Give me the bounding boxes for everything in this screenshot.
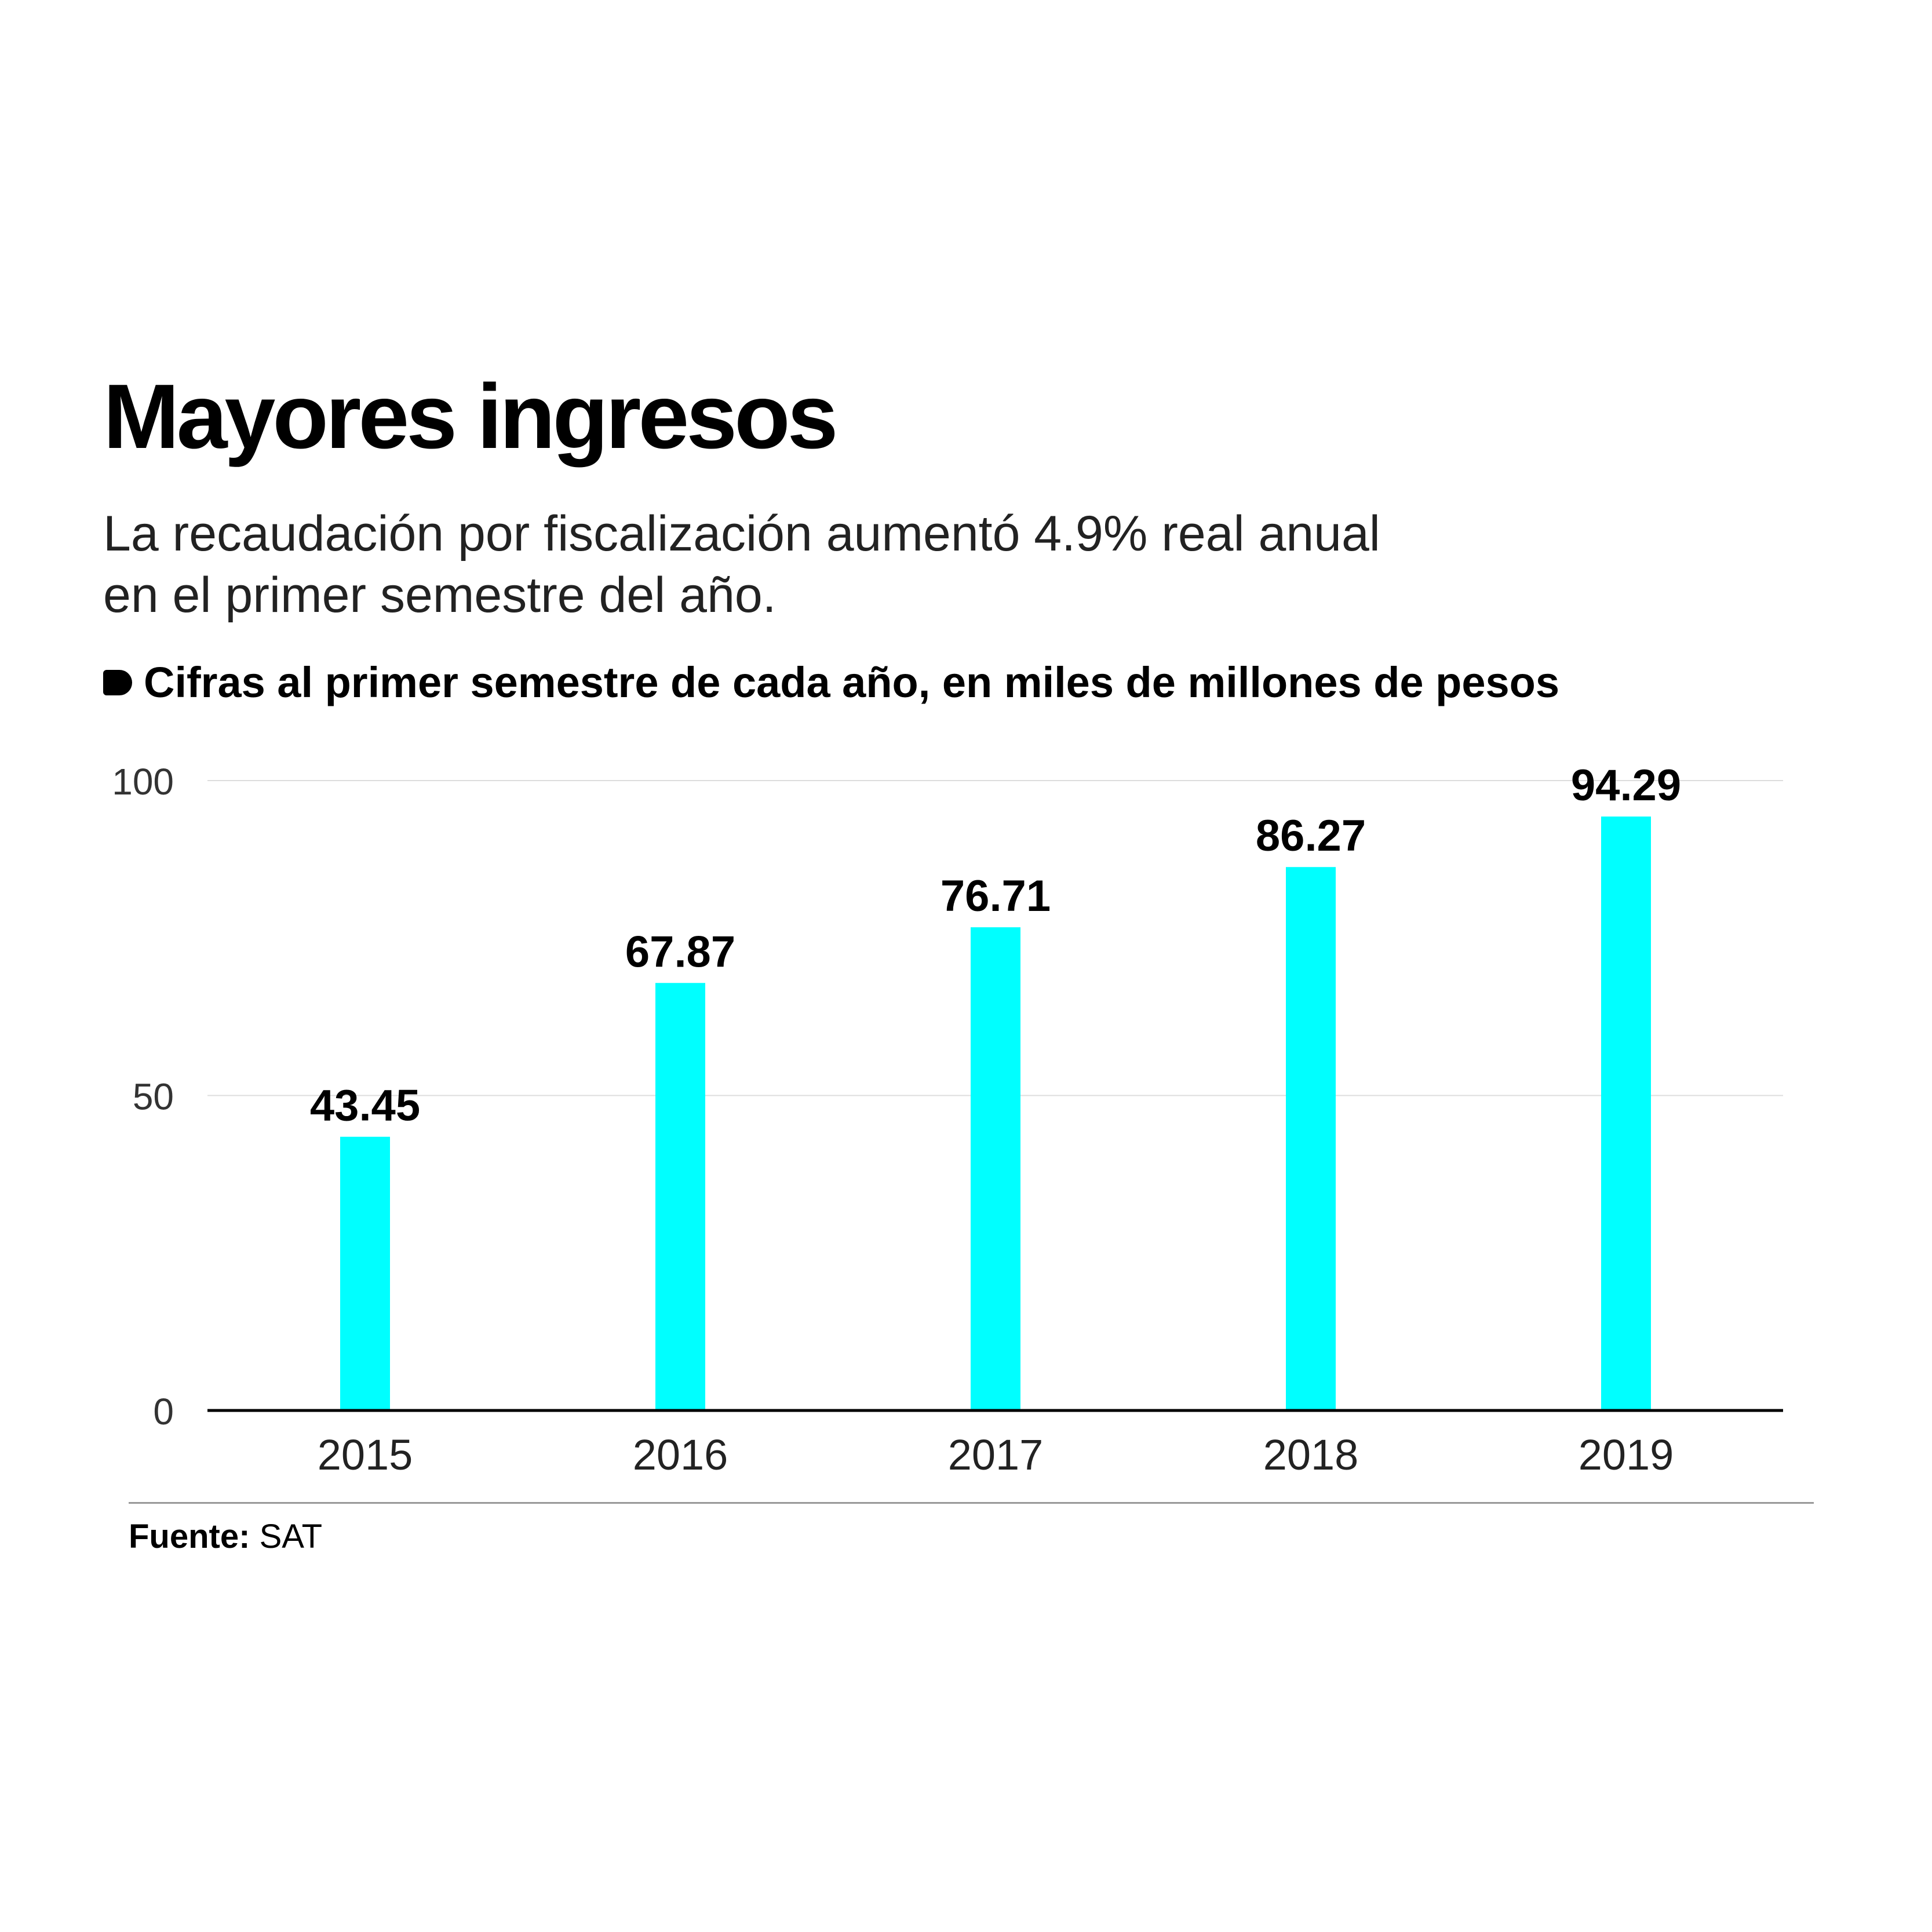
tag-marker-icon: [103, 669, 132, 695]
subtitle-line-2: en el primer semestre del año.: [103, 567, 777, 623]
data-label: 43.45: [310, 1081, 420, 1131]
data-label: 67.87: [625, 927, 735, 976]
source-divider: [129, 1502, 1814, 1504]
x-tick-label: 2016: [633, 1431, 728, 1479]
x-tick-label: 2015: [318, 1431, 413, 1479]
chart-subtitle: La recaudación por fiscalización aumentó…: [103, 503, 1380, 626]
source-value: SAT: [259, 1518, 323, 1555]
bar: [1286, 867, 1336, 1410]
y-tick-label: 0: [153, 1391, 174, 1432]
subtitle-line-1: La recaudación por fiscalización aumentó…: [103, 506, 1380, 562]
x-tick-label: 2019: [1579, 1431, 1674, 1479]
data-label: 86.27: [1256, 811, 1366, 861]
y-tick-label: 100: [112, 761, 174, 803]
data-label: 76.71: [941, 872, 1051, 921]
x-tick-label: 2017: [948, 1431, 1044, 1479]
bar: [340, 1136, 390, 1410]
y-tick-label: 50: [133, 1076, 174, 1118]
source: Fuente: SAT: [129, 1517, 322, 1556]
bar: [1601, 816, 1651, 1410]
chart-title: Mayores ingresos: [103, 366, 839, 468]
units-note-text: Cifras al primer semestre de cada año, e…: [144, 658, 1560, 706]
bar: [971, 927, 1020, 1410]
x-tick-label: 2018: [1263, 1431, 1359, 1479]
source-label: Fuente:: [129, 1518, 250, 1555]
bar: [655, 983, 705, 1410]
units-note: Cifras al primer semestre de cada año, e…: [103, 658, 1559, 707]
data-label: 94.29: [1571, 761, 1681, 810]
